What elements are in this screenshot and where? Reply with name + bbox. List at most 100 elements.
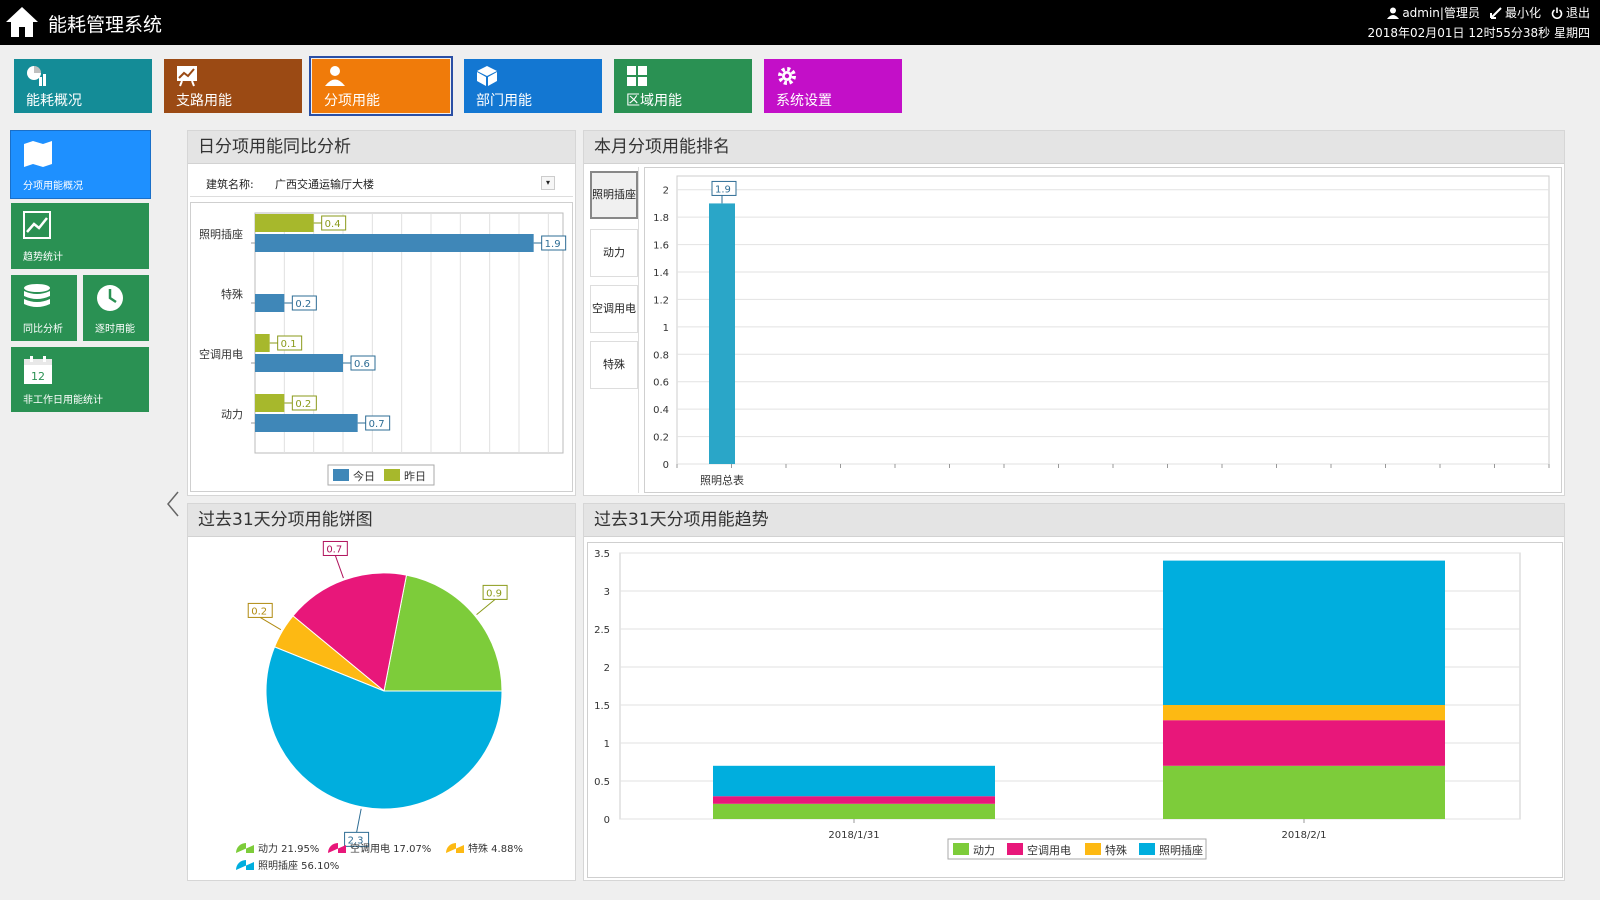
y-tick-label: 0 [663,460,669,471]
legend-swatch-yesterday [384,469,400,481]
value-label-box [247,602,273,618]
tab-power[interactable]: 动力 [590,229,638,277]
value-label: 0.1 [281,339,297,350]
top-bar: 能耗管理系统 admin|管理员 最小化 退出 2018年02月01日 12时5… [0,0,1600,45]
collapse-left-icon[interactable] [166,490,180,518]
side-label: 同比分析 [23,324,63,335]
value-label-box [291,295,317,311]
value-label-box [541,235,567,251]
panel-title: 日分项用能同比分析 [188,131,575,164]
building-selector: 建筑名称: 广西交通运输厅大楼 ▾ [190,167,573,197]
nav-system-settings[interactable]: 系统设置 [764,59,902,113]
y-tick-label: 1 [663,323,669,334]
side-item-yoy[interactable]: 同比分析 [11,275,77,341]
bar-today [255,354,343,372]
value-label: 0.2 [295,399,311,410]
daily-comparison-panel: 日分项用能同比分析 建筑名称: 广西交通运输厅大楼 ▾ 照明插座 0.4 1.9 特殊… [187,130,576,496]
dropdown-arrow-icon[interactable]: ▾ [541,176,555,190]
tab-lighting[interactable]: 照明插座 [590,171,638,219]
value-label-box [322,540,348,556]
value-label-box [482,584,508,600]
value-label: 0.7 [369,419,385,430]
value-label: 2.3 [348,835,364,846]
rank-bar [709,203,735,464]
legend-swatch [236,860,254,870]
legend-swatch [446,843,464,853]
label-leader [259,616,282,631]
minimize-icon [1489,6,1502,19]
app-title: 能耗管理系统 [48,14,163,36]
pie-slice-0 [383,574,503,692]
logout-link[interactable]: 退出 [1551,4,1590,21]
legend-swatch [1139,843,1155,855]
stack-segment-3 [713,765,995,797]
power-icon [1551,7,1563,19]
value-label: 0.7 [326,544,342,555]
value-label: 0.9 [486,588,502,599]
nav-department-energy[interactable]: 部门用能 [464,59,602,113]
side-item-hourly[interactable]: 逐时用能 [83,275,149,341]
legend-swatch [1085,843,1101,855]
chart-pie-icon [27,66,46,86]
minimize-label: 最小化 [1504,6,1541,20]
stack-segment-0 [713,803,995,819]
label-leader [356,808,362,833]
trend-stacked-svg: 0 0.5 1 1.5 2 2.5 3 3.5 2018/1/31 2018/2/1 动力 空调用电 特… [594,549,1521,860]
nav-label: 分项用能 [324,93,380,109]
legend-label: 特殊 4.88% [468,842,523,855]
side-item-overview[interactable]: 分项用能概况 [10,130,151,199]
legend-label: 特殊 [1105,843,1127,857]
y-tick-label: 1.2 [653,295,669,306]
presentation-chart-icon [177,66,197,87]
category-label: 照明插座 [199,227,243,241]
database-icon [24,284,50,307]
panel-title: 过去31天分项用能饼图 [188,504,575,537]
legend-swatch [236,843,254,853]
tab-ac[interactable]: 空调用电 [590,285,638,333]
stack-segment-0 [1163,765,1445,819]
x-tick-label: 2018/1/31 [828,830,879,841]
legend-swatch [953,843,969,855]
nav-energy-overview[interactable]: 能耗概况 [14,59,152,113]
legend-label-yesterday: 昨日 [404,470,426,483]
tab-special[interactable]: 特殊 [590,341,638,389]
value-label: 0.6 [354,359,370,370]
category-label: 照明总表 [700,473,744,487]
logout-label: 退出 [1565,6,1590,20]
stack-segment-3 [1163,560,1445,705]
nav-label: 系统设置 [776,93,832,109]
legend-label: 照明插座 [1159,843,1203,857]
category-label: 动力 [221,408,243,421]
home-icon[interactable] [4,5,40,39]
y-tick-label: 3 [604,587,610,598]
y-tick-label: 2 [604,663,610,674]
plot-area [676,175,1550,465]
ranking-bar-svg: 0 0.2 0.4 0.6 0.8 1 1.2 1.4 1.6 1.8 2 1.9 照明总表 [653,175,1550,487]
label-leader [334,555,344,579]
building-label: 建筑名称: [206,178,254,191]
y-tick-label: 2.5 [594,625,610,636]
nav-branch-energy[interactable]: 支路用能 [164,59,302,113]
legend-label: 动力 21.95% [258,842,319,855]
nav-area-energy[interactable]: 区域用能 [614,59,752,113]
value-label: 1.9 [545,239,561,250]
user-menu[interactable]: admin|管理员 [1387,4,1480,21]
side-item-nonworking[interactable]: 12 非工作日用能统计 [11,347,149,412]
nav-label: 区域用能 [626,93,682,109]
minimize-link[interactable]: 最小化 [1489,4,1541,21]
bar-today [255,234,534,252]
value-label-box [291,395,317,411]
legend-swatch-today [333,469,349,481]
value-label-box [277,335,303,351]
side-item-trend[interactable]: 趋势统计 [11,203,149,269]
y-tick-label: 2 [663,186,669,197]
side-label: 分项用能概况 [23,181,83,192]
person-icon [325,66,345,86]
nav-item-energy[interactable]: 分项用能 [309,56,453,116]
map-icon [24,141,52,167]
bar-yesterday [255,394,285,412]
building-select-value[interactable]: 广西交通运输厅大楼 [275,178,374,191]
side-label: 逐时用能 [95,324,135,335]
bar-today [255,294,285,312]
category-label: 特殊 [221,287,243,301]
